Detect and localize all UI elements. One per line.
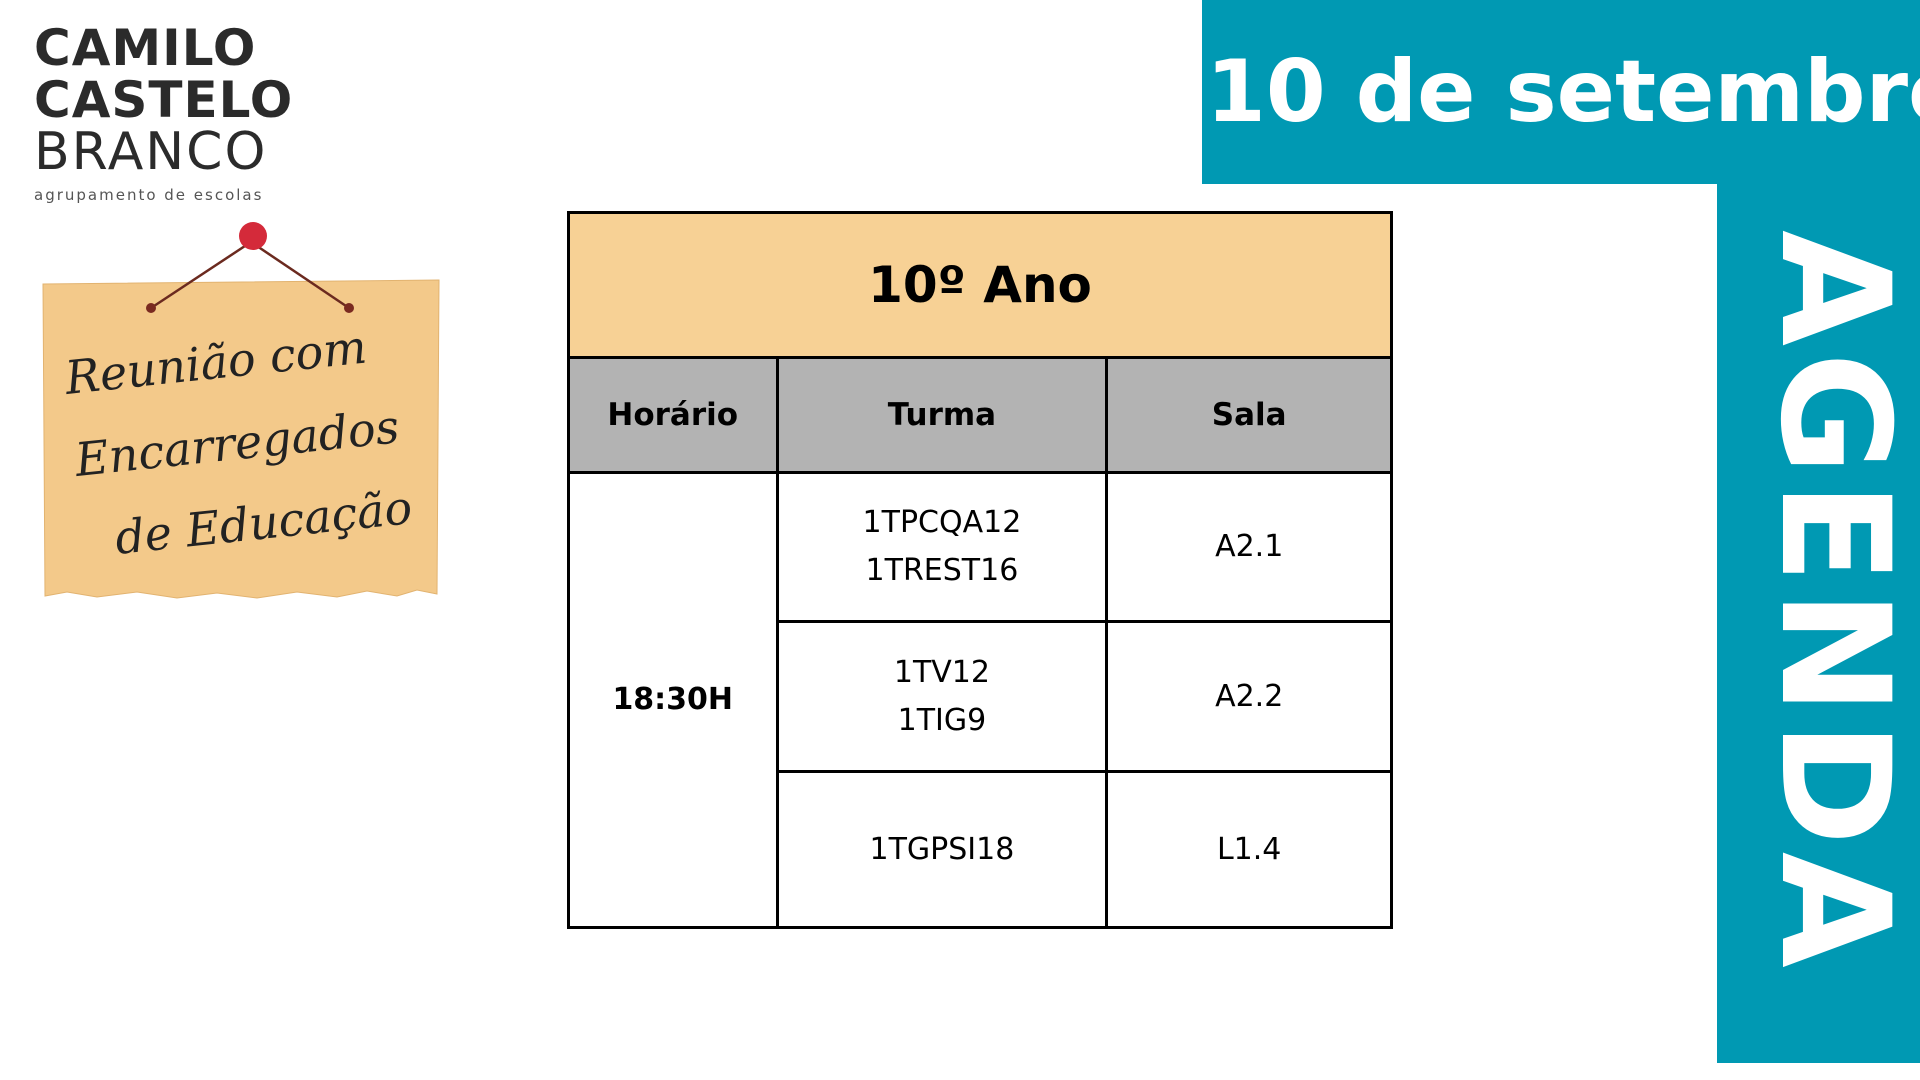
- agenda-strip: AGENDA: [1717, 184, 1920, 1063]
- turma-value: 1TREST16: [865, 553, 1019, 588]
- turma-value: 1TV12: [893, 654, 990, 690]
- turma-value: 1TPCQA12: [862, 505, 1022, 540]
- sala-cell: A2.1: [1105, 471, 1393, 623]
- table-row: 1TV12 1TIG9 A2.2: [569, 620, 1393, 773]
- date-title: 10 de setembro: [1206, 42, 1920, 142]
- turma-value: 1TGPSI18: [869, 831, 1015, 867]
- schedule-table: 10º Ano Horário Turma Sala 18:30H 1TPCQA…: [567, 211, 1393, 929]
- pushpin-icon: [239, 222, 267, 250]
- sala-cell: L1.4: [1105, 770, 1393, 929]
- turma-cell: 1TGPSI18: [775, 770, 1109, 929]
- logo-line: CAMILO: [34, 19, 257, 77]
- table-row: 18:30H 1TPCQA12 1TREST16 A2.1: [567, 471, 1393, 929]
- table-title: 10º Ano: [567, 211, 1393, 359]
- table-row: 1TGPSI18 L1.4: [569, 770, 1393, 929]
- meeting-note-image: Reunião com Encarregados de Educação: [42, 222, 440, 599]
- logo-subtitle: agrupamento de escolas: [34, 186, 264, 204]
- logo-line: CASTELO: [34, 71, 294, 129]
- agenda-label: AGENDA: [1747, 230, 1920, 974]
- column-header: Turma: [775, 356, 1109, 474]
- school-logo: CAMILO CASTELO BRANCO agrupamento de esc…: [34, 22, 293, 204]
- logo-line: BRANCO: [34, 122, 268, 182]
- column-header: Sala: [1105, 356, 1393, 474]
- column-header: Horário: [567, 356, 779, 474]
- turma-value: 1TIG9: [897, 702, 987, 738]
- turma-cell: 1TPCQA12 1TREST16: [775, 471, 1109, 623]
- time-cell: 18:30H: [567, 471, 779, 929]
- sala-cell: A2.2: [1105, 620, 1393, 773]
- date-banner: 10 de setembro: [1202, 0, 1920, 184]
- turma-cell: 1TV12 1TIG9: [775, 620, 1109, 773]
